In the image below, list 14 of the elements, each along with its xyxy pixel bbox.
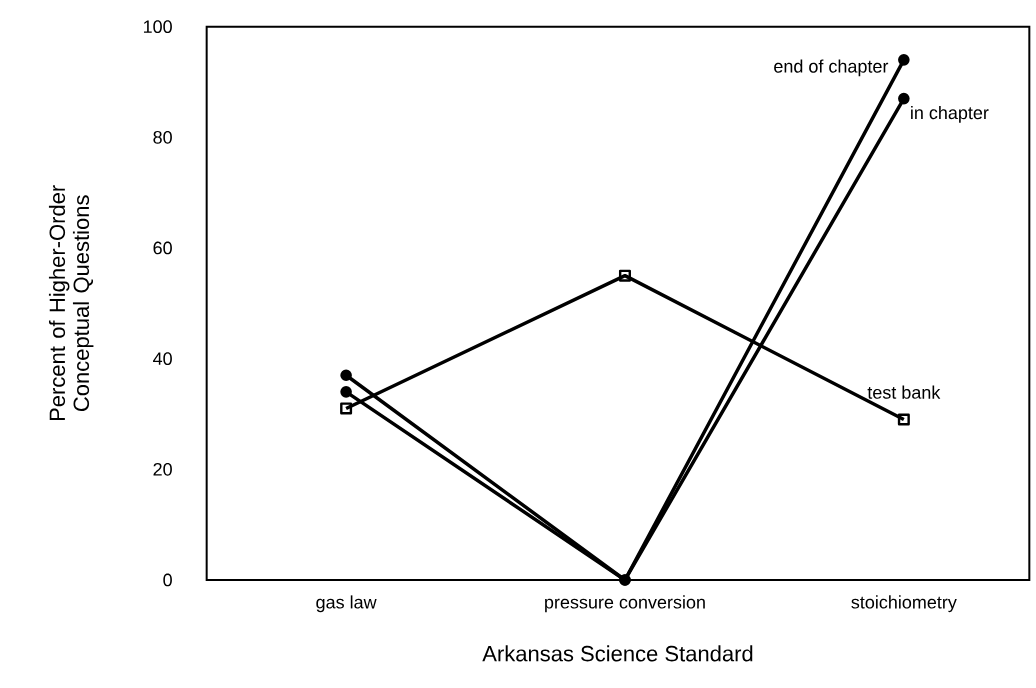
series-label: end of chapter (774, 59, 889, 77)
x-tick-label: stoichiometry (851, 595, 957, 613)
y-tick-label: 80 (153, 130, 172, 144)
x-tick-label: gas law (316, 595, 377, 613)
y-tick-label: 100 (143, 20, 172, 34)
y-tick-label: 20 (153, 462, 172, 476)
y-axis-title: Percent of Higher-Order Conceptual Questions (48, 185, 94, 421)
x-tick-label: pressure conversion (545, 595, 705, 613)
series-label: in chapter (911, 105, 989, 123)
y-tick-label: 60 (153, 241, 172, 255)
y-tick-label: 0 (163, 573, 172, 587)
y-tick-label: 40 (153, 352, 172, 366)
x-axis-title: Arkansas Science Standard (482, 645, 753, 662)
series-label: test bank (867, 385, 941, 399)
